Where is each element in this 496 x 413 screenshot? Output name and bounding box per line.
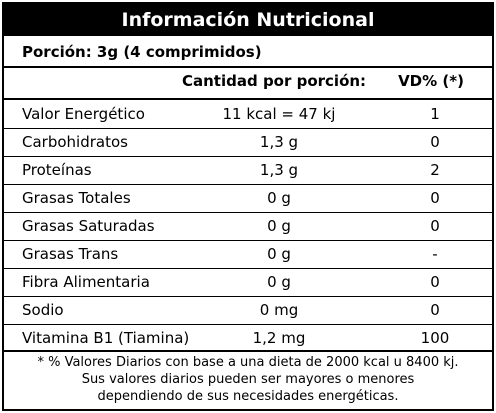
- header-divider: [4, 98, 492, 100]
- nutrient-daily-value: 2: [430, 161, 440, 179]
- nutrient-amount: 0 g: [267, 245, 291, 263]
- nutrient-name: Grasas Trans: [22, 245, 119, 263]
- nutrient-name: Vitamina B1 (Tiamina): [22, 329, 190, 347]
- serving-size: Porción: 3g (4 comprimidos): [22, 43, 262, 61]
- footnote-line: dependiendo de sus necesidades energétic…: [97, 389, 399, 404]
- nutrient-name: Sodio: [22, 301, 64, 319]
- nutrient-amount: 0 g: [267, 189, 291, 207]
- nutrient-row: Vitamina B1 (Tiamina) 1,2 mg 100: [4, 324, 492, 352]
- nutrient-name: Proteínas: [22, 161, 92, 179]
- nutrient-daily-value: 0: [430, 301, 440, 319]
- nutrient-daily-value: 0: [430, 189, 440, 207]
- nutrient-name: Fibra Alimentaria: [22, 273, 150, 291]
- row-divider: [4, 324, 492, 325]
- nutrient-daily-value: 0: [430, 133, 440, 151]
- nutrient-row: Grasas Totales 0 g 0: [4, 184, 492, 212]
- label-title: Información Nutricional: [4, 4, 492, 36]
- nutrient-daily-value: 1: [430, 105, 440, 123]
- row-divider: [4, 156, 492, 157]
- row-divider: [4, 268, 492, 269]
- nutrient-row: Grasas Saturadas 0 g 0: [4, 212, 492, 240]
- nutrient-row: Fibra Alimentaria 0 g 0: [4, 268, 492, 296]
- nutrient-amount: 1,3 g: [259, 133, 299, 151]
- nutrient-daily-value: 100: [420, 329, 450, 347]
- nutrient-amount: 1,2 mg: [252, 329, 306, 347]
- nutrient-amount: 0 g: [267, 217, 291, 235]
- row-divider: [4, 184, 492, 185]
- dv-column-header: VD% (*): [398, 72, 464, 90]
- nutrient-row: Valor Energético 11 kcal = 47 kj 1: [4, 100, 492, 128]
- nutrient-name: Carbohidratos: [22, 133, 128, 151]
- nutrient-daily-value: 0: [430, 273, 440, 291]
- amount-column-header: Cantidad por porción:: [182, 72, 367, 90]
- footnote-divider: [4, 350, 492, 352]
- nutrient-daily-value: 0: [430, 217, 440, 235]
- nutrient-name: Grasas Totales: [22, 189, 131, 207]
- row-divider: [4, 128, 492, 129]
- nutrient-amount: 11 kcal = 47 kj: [222, 105, 336, 123]
- nutrient-amount: 0 g: [267, 273, 291, 291]
- row-divider: [4, 296, 492, 297]
- nutrient-amount: 0 mg: [259, 301, 299, 319]
- serving-divider: [4, 66, 492, 68]
- row-divider: [4, 212, 492, 213]
- nutrient-row: Sodio 0 mg 0: [4, 296, 492, 324]
- nutrient-name: Valor Energético: [22, 105, 145, 123]
- nutrient-name: Grasas Saturadas: [22, 217, 155, 235]
- nutrient-row: Proteínas 1,3 g 2: [4, 156, 492, 184]
- footnote: * % Valores Diarios con base a una dieta…: [4, 354, 492, 405]
- footnote-line: Sus valores diarios pueden ser mayores o…: [81, 372, 415, 387]
- row-divider: [4, 240, 492, 241]
- footnote-line: * % Valores Diarios con base a una dieta…: [37, 355, 459, 370]
- nutrient-row: Carbohidratos 1,3 g 0: [4, 128, 492, 156]
- nutrient-row: Grasas Trans 0 g -: [4, 240, 492, 268]
- nutrient-amount: 1,3 g: [259, 161, 299, 179]
- nutrient-daily-value: -: [432, 245, 438, 263]
